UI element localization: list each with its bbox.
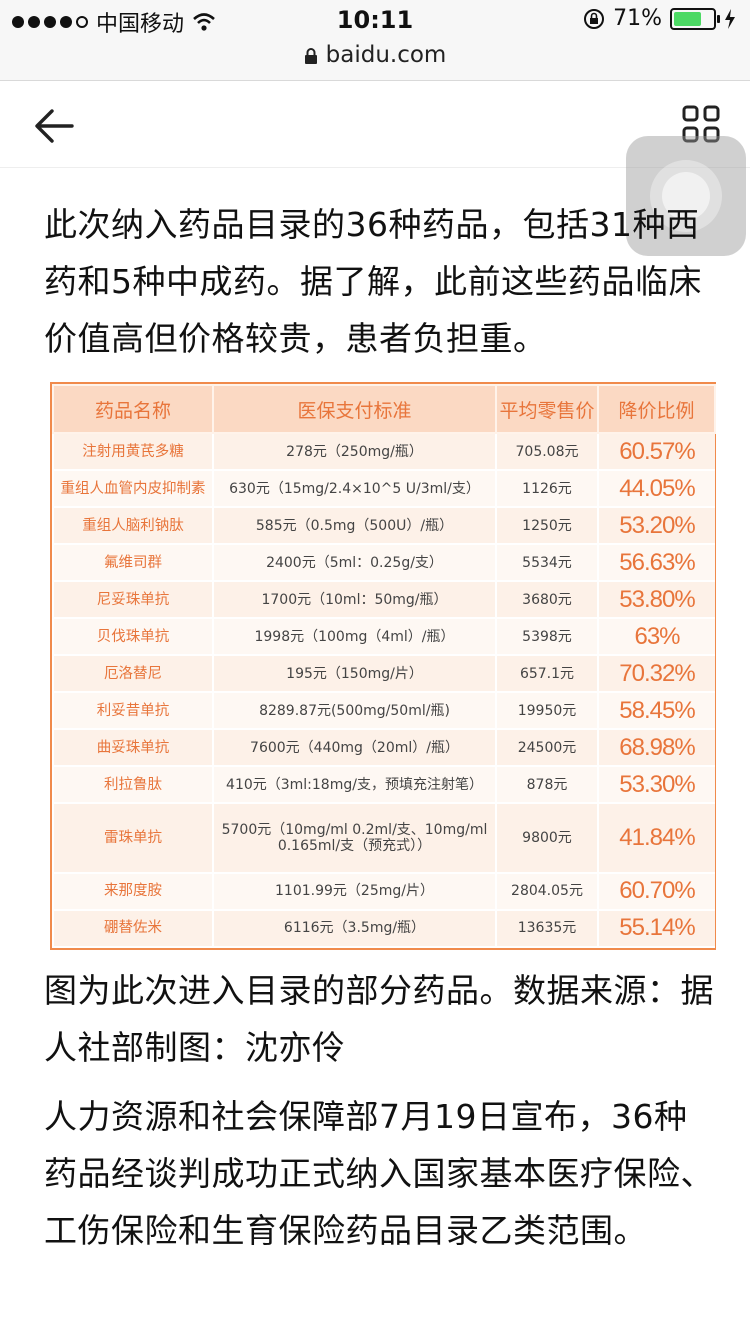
cell-insurance-standard: 1700元（10ml：50mg/瓶） bbox=[212, 581, 496, 619]
battery-percent: 71% bbox=[613, 6, 662, 31]
table-row: 利拉鲁肽 410元（3ml:18mg/支，预填充注射笔） 878元 53.30% bbox=[52, 766, 715, 804]
cell-retail-price: 5534元 bbox=[495, 544, 598, 582]
table-row: 重组人脑利钠肽 585元（0.5mg（500U）/瓶） 1250元 53.20% bbox=[52, 507, 715, 545]
lock-icon bbox=[304, 47, 317, 64]
table-row: 利妥昔单抗 8289.87元(500mg/50ml/瓶) 19950元 58.45% bbox=[52, 692, 715, 730]
cell-retail-price: 878元 bbox=[495, 766, 598, 804]
cell-retail-price: 9800元 bbox=[495, 803, 598, 874]
cell-insurance-standard: 8289.87元(500mg/50ml/瓶) bbox=[212, 692, 496, 730]
cell-drug-name: 尼妥珠单抗 bbox=[52, 581, 213, 619]
drug-table: 药品名称 医保支付标准 平均零售价 降价比例 注射用黄芪多糖 278元（250mg… bbox=[52, 384, 716, 949]
table-row: 重组人血管内皮抑制素 630元（15mg/2.4×10^5 U/3ml/支） 112… bbox=[52, 470, 715, 508]
cell-retail-price: 705.08元 bbox=[495, 433, 598, 471]
cell-drug-name: 利妥昔单抗 bbox=[52, 692, 213, 730]
status-time: 10:11 bbox=[336, 6, 414, 34]
cell-drug-name: 硼替佐米 bbox=[52, 909, 213, 949]
nav-bar bbox=[0, 81, 750, 168]
cell-insurance-standard: 195元（150mg/片） bbox=[212, 655, 496, 693]
charging-bolt-icon bbox=[725, 8, 735, 29]
carrier-label: 中国移动 bbox=[96, 12, 185, 37]
signal-strength-icon bbox=[12, 16, 88, 28]
status-left: 中国移动 bbox=[12, 6, 216, 38]
cell-drug-name: 重组人脑利钠肽 bbox=[52, 507, 213, 545]
status-right: 71% bbox=[583, 6, 736, 31]
wifi-icon bbox=[193, 13, 215, 31]
rotation-lock-icon bbox=[584, 8, 605, 29]
back-arrow-icon[interactable] bbox=[30, 101, 80, 151]
cell-reduction: 44.05% bbox=[597, 470, 715, 508]
intro-paragraph: 此次纳入药品目录的36种药品，包括31种西药和5种中成药。据了解，此前这些药品临… bbox=[44, 205, 702, 358]
cell-retail-price: 24500元 bbox=[495, 729, 598, 767]
table-header-row: 药品名称 医保支付标准 平均零售价 降价比例 bbox=[52, 384, 716, 434]
cell-insurance-standard: 585元（0.5mg（500U）/瓶） bbox=[212, 507, 496, 545]
cell-retail-price: 1250元 bbox=[495, 507, 598, 545]
cell-insurance-standard: 7600元（440mg（20ml）/瓶） bbox=[212, 729, 496, 767]
cell-drug-name: 来那度胺 bbox=[52, 872, 213, 911]
cell-reduction: 55.14% bbox=[597, 909, 715, 949]
cell-drug-name: 利拉鲁肽 bbox=[52, 766, 213, 804]
cell-retail-price: 19950元 bbox=[495, 692, 598, 730]
cell-drug-name: 氟维司群 bbox=[52, 544, 213, 582]
cell-reduction: 58.45% bbox=[597, 692, 715, 730]
cell-insurance-standard: 278元（250mg/瓶） bbox=[212, 433, 496, 471]
table-row: 来那度胺 1101.99元（25mg/片） 2804.05元 60.70% bbox=[52, 872, 715, 911]
cell-insurance-standard: 6116元（3.5mg/瓶） bbox=[212, 909, 496, 949]
cell-reduction: 63% bbox=[597, 618, 715, 656]
cell-reduction: 41.84% bbox=[597, 803, 715, 874]
cell-drug-name: 贝伐珠单抗 bbox=[52, 618, 213, 656]
table-row: 硼替佐米 6116元（3.5mg/瓶） 13635元 55.14% bbox=[52, 909, 715, 949]
header-price-reduction: 降价比例 bbox=[597, 384, 716, 434]
cell-insurance-standard: 1998元（100mg（4ml）/瓶） bbox=[212, 618, 496, 656]
table-row: 尼妥珠单抗 1700元（10ml：50mg/瓶） 3680元 53.80% bbox=[52, 581, 715, 619]
body-paragraph: 人力资源和社会保障部7月19日宣布，36种药品经谈判成功正式纳入国家基本医疗保险… bbox=[44, 1097, 714, 1250]
battery-icon bbox=[670, 7, 720, 30]
header-insurance-standard: 医保支付标准 bbox=[212, 384, 497, 434]
cell-drug-name: 重组人血管内皮抑制素 bbox=[52, 470, 213, 508]
cell-drug-name: 注射用黄芪多糖 bbox=[52, 433, 213, 471]
header-average-retail-price: 平均零售价 bbox=[495, 384, 599, 434]
url-bar[interactable]: baidu.com bbox=[0, 40, 750, 81]
table-row: 厄洛替尼 195元（150mg/片） 657.1元 70.32% bbox=[52, 655, 715, 693]
cell-drug-name: 曲妥珠单抗 bbox=[52, 729, 213, 767]
grid-menu-icon[interactable] bbox=[682, 105, 720, 143]
cell-insurance-standard: 410元（3ml:18mg/支，预填充注射笔） bbox=[212, 766, 496, 804]
table-row: 曲妥珠单抗 7600元（440mg（20ml）/瓶） 24500元 68.98% bbox=[52, 729, 715, 767]
cell-insurance-standard: 630元（15mg/2.4×10^5 U/3ml/支） bbox=[212, 470, 496, 508]
cell-reduction: 60.70% bbox=[597, 872, 715, 911]
cell-insurance-standard: 1101.99元（25mg/片） bbox=[212, 872, 496, 911]
header-drug-name: 药品名称 bbox=[52, 384, 214, 434]
cell-retail-price: 13635元 bbox=[495, 909, 598, 949]
cell-reduction: 60.57% bbox=[597, 433, 715, 471]
cell-reduction: 68.98% bbox=[597, 729, 715, 767]
cell-retail-price: 2804.05元 bbox=[495, 872, 598, 911]
cell-drug-name: 雷珠单抗 bbox=[52, 803, 213, 874]
drug-table-image: 药品名称 医保支付标准 平均零售价 降价比例 注射用黄芪多糖 278元（250mg… bbox=[50, 382, 716, 950]
table-row: 注射用黄芪多糖 278元（250mg/瓶） 705.08元 60.57% bbox=[52, 433, 715, 471]
cell-insurance-standard: 2400元（5ml：0.25g/支） bbox=[212, 544, 496, 582]
cell-drug-name: 厄洛替尼 bbox=[52, 655, 213, 693]
cell-retail-price: 1126元 bbox=[495, 470, 598, 508]
cell-reduction: 53.80% bbox=[597, 581, 715, 619]
cell-reduction: 56.63% bbox=[597, 544, 715, 582]
cell-retail-price: 657.1元 bbox=[495, 655, 598, 693]
cell-reduction: 70.32% bbox=[597, 655, 715, 693]
assistive-touch-button[interactable] bbox=[626, 136, 746, 256]
url-text: baidu.com bbox=[325, 42, 447, 68]
cell-reduction: 53.30% bbox=[597, 766, 715, 804]
cell-retail-price: 5398元 bbox=[495, 618, 598, 656]
cell-reduction: 53.20% bbox=[597, 507, 715, 545]
cell-insurance-standard: 5700元（10mg/ml 0.2ml/支、10mg/ml 0.165ml/支（… bbox=[212, 803, 496, 874]
table-row: 雷珠单抗 5700元（10mg/ml 0.2ml/支、10mg/ml 0.165m… bbox=[52, 803, 715, 874]
image-caption: 图为此次进入目录的部分药品。数据来源：据人社部制图：沈亦伶 bbox=[44, 971, 714, 1067]
table-row: 贝伐珠单抗 1998元（100mg（4ml）/瓶） 5398元 63% bbox=[52, 618, 715, 656]
table-row: 氟维司群 2400元（5ml：0.25g/支） 5534元 56.63% bbox=[52, 544, 715, 582]
status-bar: 中国移动 10:11 71% bbox=[0, 0, 750, 40]
cell-retail-price: 3680元 bbox=[495, 581, 598, 619]
